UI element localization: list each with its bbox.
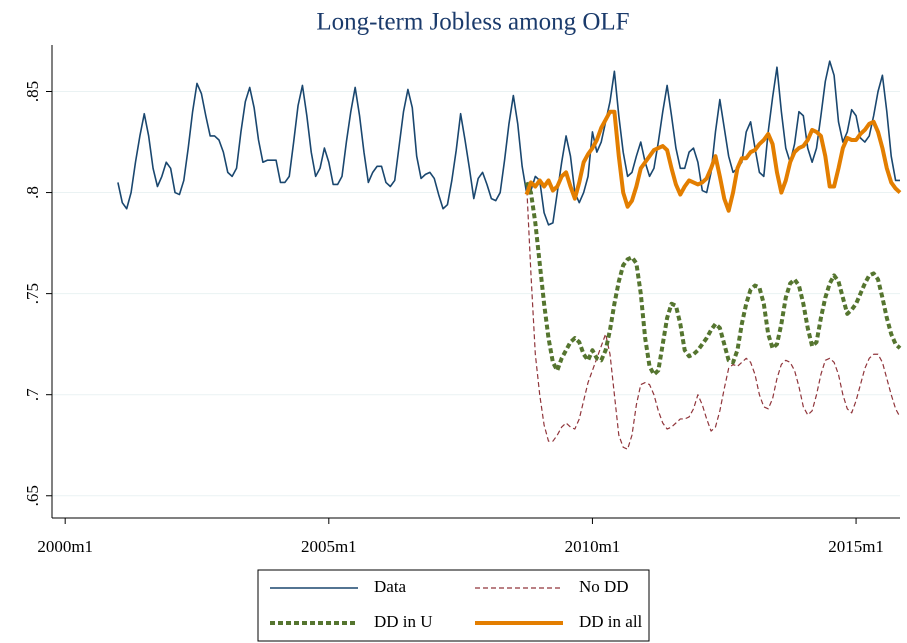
legend-label: DD in U [374,612,433,631]
x-tick-label: 2015m1 [828,537,884,556]
series-line [525,182,901,450]
y-tick-label: .7 [23,388,42,401]
x-tick-label: 2005m1 [301,537,357,556]
legend-box [257,569,650,642]
y-tick-label: .65 [23,485,42,506]
series-line [524,181,902,377]
y-tick-label: .85 [23,81,42,102]
chart-title: Long-term Jobless among OLF [316,9,629,36]
series-line [524,109,902,213]
legend-label: No DD [579,577,629,596]
legend-label: Data [374,577,407,596]
y-tick-label: .75 [23,283,42,304]
x-tick-label: 2010m1 [565,537,621,556]
x-tick-label: 2000m1 [37,537,93,556]
legend-label: DD in all [579,612,643,631]
series-line [117,60,900,226]
y-tick-label: .8 [23,186,42,199]
